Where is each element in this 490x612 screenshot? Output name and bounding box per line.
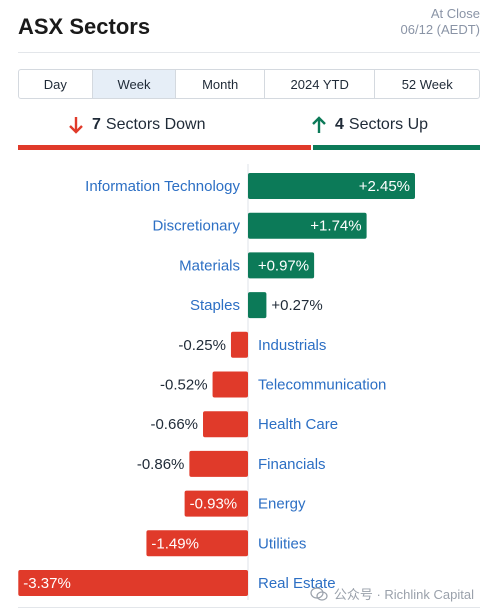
ratio-down-segment [18,145,311,150]
category-label-utilities[interactable]: Utilities [258,535,306,552]
bar-industrials[interactable] [230,331,248,358]
arrow-up-icon [312,116,326,133]
category-label-financials[interactable]: Financials [258,456,326,473]
footer-divider [18,607,480,608]
bar-financials[interactable] [189,450,248,477]
tab-2024-ytd[interactable]: 2024 YTD [265,70,376,98]
value-label-utilities: -1.49% [151,535,199,552]
wechat-icon [310,586,328,601]
header: ASX Sectors At Close 06/12 (AEDT) [18,0,480,50]
bar-information-technology[interactable] [248,173,415,199]
status-line-date: 06/12 (AEDT) [400,22,480,37]
watermark: 公众号 · Richlink Capital [310,584,474,603]
bar-real-estate[interactable] [18,570,249,596]
value-label-information-technology: +2.45% [359,178,410,195]
category-label-telecommunication[interactable]: Telecommunication [258,377,386,394]
bar-telecommunication[interactable] [212,371,248,398]
sectors-down-label: Sectors Down [105,116,206,133]
value-label-financials: -0.86% [137,456,185,473]
value-label-real-estate: -3.37% [23,575,71,592]
category-label-industrials[interactable]: Industrials [258,337,326,354]
watermark-text: 公众号 · Richlink Capital [333,587,474,602]
tab-month[interactable]: Month [176,70,265,98]
value-label-telecommunication: -0.52% [160,377,208,394]
bar-discretionary[interactable] [248,212,367,239]
category-label-information-technology[interactable]: Information Technology [85,178,240,195]
tab-day[interactable]: Day [19,70,93,98]
bar-materials[interactable] [248,252,315,279]
sectors-down-count: 7 [92,116,101,133]
header-divider [18,52,480,53]
sectors-up-count: 4 [335,116,344,133]
value-label-staples: +0.27% [271,297,322,314]
value-label-energy: -0.93% [190,496,238,513]
sector-summary: 7 Sectors Down 4 Sectors Up [18,110,480,150]
bar-utilities[interactable] [146,530,248,557]
status-line-close: At Close [430,6,480,21]
category-label-health-care[interactable]: Health Care [258,416,338,433]
bar-health-care[interactable] [203,411,248,438]
category-label-materials[interactable]: Materials [179,257,240,274]
sectors-down-summary: 7 Sectors Down [68,116,206,134]
value-label-industrials: -0.25% [178,337,226,354]
category-label-discretionary[interactable]: Discretionary [152,218,240,235]
ratio-up-segment [313,145,480,150]
period-tabs: Day Week Month 2024 YTD 52 Week [18,69,480,99]
category-label-staples[interactable]: Staples [190,297,240,314]
value-label-health-care: -0.66% [150,416,198,433]
down-up-ratio-bar [18,145,480,150]
page-title: ASX Sectors [18,14,151,39]
sector-bar-chart: Information Technology +2.45% Discretionar… [18,164,415,600]
tab-week[interactable]: Week [92,70,177,98]
value-label-materials: +0.97% [258,257,309,274]
sectors-up-label: Sectors Up [348,116,429,133]
category-label-energy[interactable]: Energy [258,496,306,513]
tab-52-week[interactable]: 52 Week [401,76,453,92]
bar-energy[interactable] [184,490,248,517]
market-status: At Close 06/12 (AEDT) [401,6,480,38]
value-label-discretionary: +1.74% [310,218,361,235]
bar-staples[interactable] [248,292,267,319]
arrow-down-icon [69,117,83,134]
sectors-up-summary: 4 Sectors Up [311,116,428,134]
